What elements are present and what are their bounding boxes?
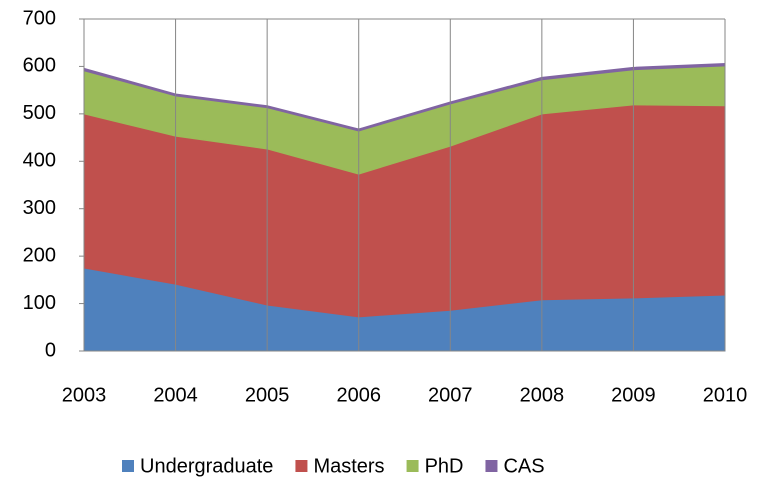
x-tick-label: 2004 bbox=[153, 384, 198, 406]
x-tick-label: 2007 bbox=[428, 384, 473, 406]
y-tick-label: 600 bbox=[23, 55, 56, 77]
x-tick-label: 2003 bbox=[62, 384, 107, 406]
legend-swatch bbox=[485, 460, 498, 472]
x-tick-label: 2010 bbox=[703, 384, 748, 406]
legend-swatch bbox=[295, 460, 308, 472]
y-tick-label: 700 bbox=[23, 7, 56, 29]
legend-swatch bbox=[122, 460, 134, 472]
x-tick-label: 2006 bbox=[336, 384, 381, 406]
y-tick-label: 200 bbox=[23, 244, 56, 266]
x-tick-label: 2005 bbox=[245, 384, 290, 406]
y-tick-label: 0 bbox=[45, 339, 56, 361]
y-tick-label: 300 bbox=[23, 197, 56, 219]
legend-label: Masters bbox=[313, 455, 384, 477]
x-tick-label: 2009 bbox=[611, 384, 656, 406]
legend-label: PhD bbox=[425, 455, 464, 477]
legend-swatch bbox=[406, 460, 419, 472]
y-tick-label: 100 bbox=[23, 292, 56, 314]
y-tick-label: 500 bbox=[23, 102, 56, 124]
x-tick-label: 2008 bbox=[520, 384, 565, 406]
legend-label: Undergraduate bbox=[140, 455, 273, 477]
y-tick-label: 400 bbox=[23, 150, 56, 172]
legend-label: CAS bbox=[503, 455, 544, 477]
